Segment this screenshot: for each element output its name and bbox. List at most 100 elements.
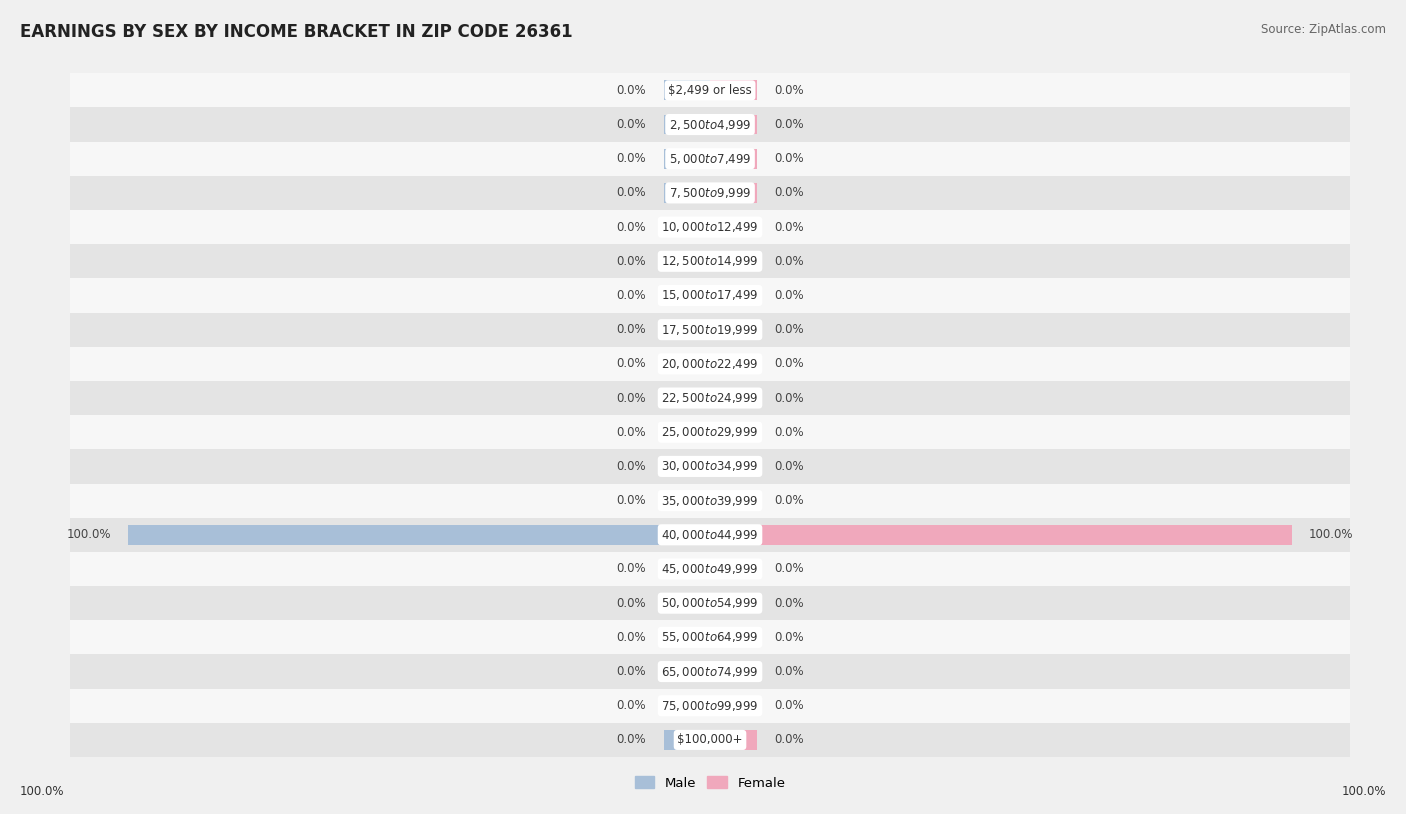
Text: 0.0%: 0.0% (773, 152, 804, 165)
Bar (710, 149, 756, 168)
Text: $17,500 to $19,999: $17,500 to $19,999 (661, 322, 759, 337)
Text: 0.0%: 0.0% (616, 699, 647, 712)
Bar (710, 183, 756, 203)
Text: $45,000 to $49,999: $45,000 to $49,999 (661, 562, 759, 576)
Text: 0.0%: 0.0% (773, 186, 804, 199)
Text: 0.0%: 0.0% (773, 323, 804, 336)
Bar (70, 415, 1350, 449)
Text: $50,000 to $54,999: $50,000 to $54,999 (661, 596, 759, 610)
Bar (710, 388, 756, 408)
Bar (664, 286, 710, 305)
Text: 0.0%: 0.0% (616, 118, 647, 131)
Bar (70, 210, 1350, 244)
Bar (664, 81, 710, 100)
Bar (664, 115, 710, 134)
Text: 0.0%: 0.0% (773, 392, 804, 405)
Bar (70, 347, 1350, 381)
Bar (664, 491, 710, 510)
Text: 0.0%: 0.0% (773, 631, 804, 644)
Bar (664, 593, 710, 613)
Bar (710, 354, 756, 374)
Bar (664, 559, 710, 579)
Bar (70, 484, 1350, 518)
Text: 0.0%: 0.0% (616, 426, 647, 439)
Text: 0.0%: 0.0% (773, 562, 804, 575)
Text: 0.0%: 0.0% (773, 597, 804, 610)
Bar (710, 252, 756, 271)
Text: 0.0%: 0.0% (616, 460, 647, 473)
Bar (710, 628, 756, 647)
Bar (710, 559, 756, 579)
Bar (70, 654, 1350, 689)
Bar (664, 149, 710, 168)
Text: $100,000+: $100,000+ (678, 733, 742, 746)
Text: $12,500 to $14,999: $12,500 to $14,999 (661, 254, 759, 269)
Text: 0.0%: 0.0% (773, 733, 804, 746)
Bar (710, 662, 756, 681)
Bar (664, 457, 710, 476)
Text: $7,500 to $9,999: $7,500 to $9,999 (669, 186, 751, 200)
Bar (710, 593, 756, 613)
Text: $15,000 to $17,499: $15,000 to $17,499 (661, 288, 759, 303)
Text: 0.0%: 0.0% (773, 426, 804, 439)
Bar (70, 586, 1350, 620)
Text: 0.0%: 0.0% (773, 221, 804, 234)
Bar (664, 628, 710, 647)
Bar (70, 73, 1350, 107)
Text: 0.0%: 0.0% (616, 562, 647, 575)
Text: 0.0%: 0.0% (616, 186, 647, 199)
Legend: Male, Female: Male, Female (630, 771, 790, 794)
Text: 0.0%: 0.0% (616, 631, 647, 644)
Bar (664, 730, 710, 750)
Bar (710, 217, 756, 237)
Bar (664, 217, 710, 237)
Text: $25,000 to $29,999: $25,000 to $29,999 (661, 425, 759, 440)
Bar (70, 381, 1350, 415)
Text: 0.0%: 0.0% (616, 255, 647, 268)
Text: $2,500 to $4,999: $2,500 to $4,999 (669, 117, 751, 132)
Text: $2,499 or less: $2,499 or less (668, 84, 752, 97)
Text: 0.0%: 0.0% (616, 221, 647, 234)
Text: 0.0%: 0.0% (773, 289, 804, 302)
Text: 100.0%: 100.0% (1309, 528, 1354, 541)
Text: 0.0%: 0.0% (616, 323, 647, 336)
Bar (710, 457, 756, 476)
Bar (710, 525, 1292, 545)
Bar (70, 689, 1350, 723)
Bar (70, 107, 1350, 142)
Bar (70, 723, 1350, 757)
Text: 0.0%: 0.0% (773, 118, 804, 131)
Text: 0.0%: 0.0% (773, 357, 804, 370)
Text: $5,000 to $7,499: $5,000 to $7,499 (669, 151, 751, 166)
Text: 100.0%: 100.0% (20, 785, 65, 798)
Text: 0.0%: 0.0% (773, 84, 804, 97)
Bar (128, 525, 710, 545)
Text: 0.0%: 0.0% (773, 255, 804, 268)
Text: 0.0%: 0.0% (773, 460, 804, 473)
Bar (70, 518, 1350, 552)
Text: 100.0%: 100.0% (66, 528, 111, 541)
Bar (664, 183, 710, 203)
Text: $30,000 to $34,999: $30,000 to $34,999 (661, 459, 759, 474)
Bar (664, 252, 710, 271)
Text: 0.0%: 0.0% (616, 357, 647, 370)
Text: 0.0%: 0.0% (616, 494, 647, 507)
Text: $22,500 to $24,999: $22,500 to $24,999 (661, 391, 759, 405)
Text: 0.0%: 0.0% (616, 84, 647, 97)
Bar (710, 320, 756, 339)
Bar (664, 354, 710, 374)
Bar (664, 696, 710, 716)
Text: 0.0%: 0.0% (616, 733, 647, 746)
Bar (70, 278, 1350, 313)
Text: $75,000 to $99,999: $75,000 to $99,999 (661, 698, 759, 713)
Text: 100.0%: 100.0% (1341, 785, 1386, 798)
Bar (70, 142, 1350, 176)
Bar (664, 320, 710, 339)
Text: 0.0%: 0.0% (616, 289, 647, 302)
Bar (710, 115, 756, 134)
Bar (710, 81, 756, 100)
Text: $40,000 to $44,999: $40,000 to $44,999 (661, 527, 759, 542)
Text: 0.0%: 0.0% (616, 597, 647, 610)
Bar (664, 388, 710, 408)
Bar (70, 449, 1350, 484)
